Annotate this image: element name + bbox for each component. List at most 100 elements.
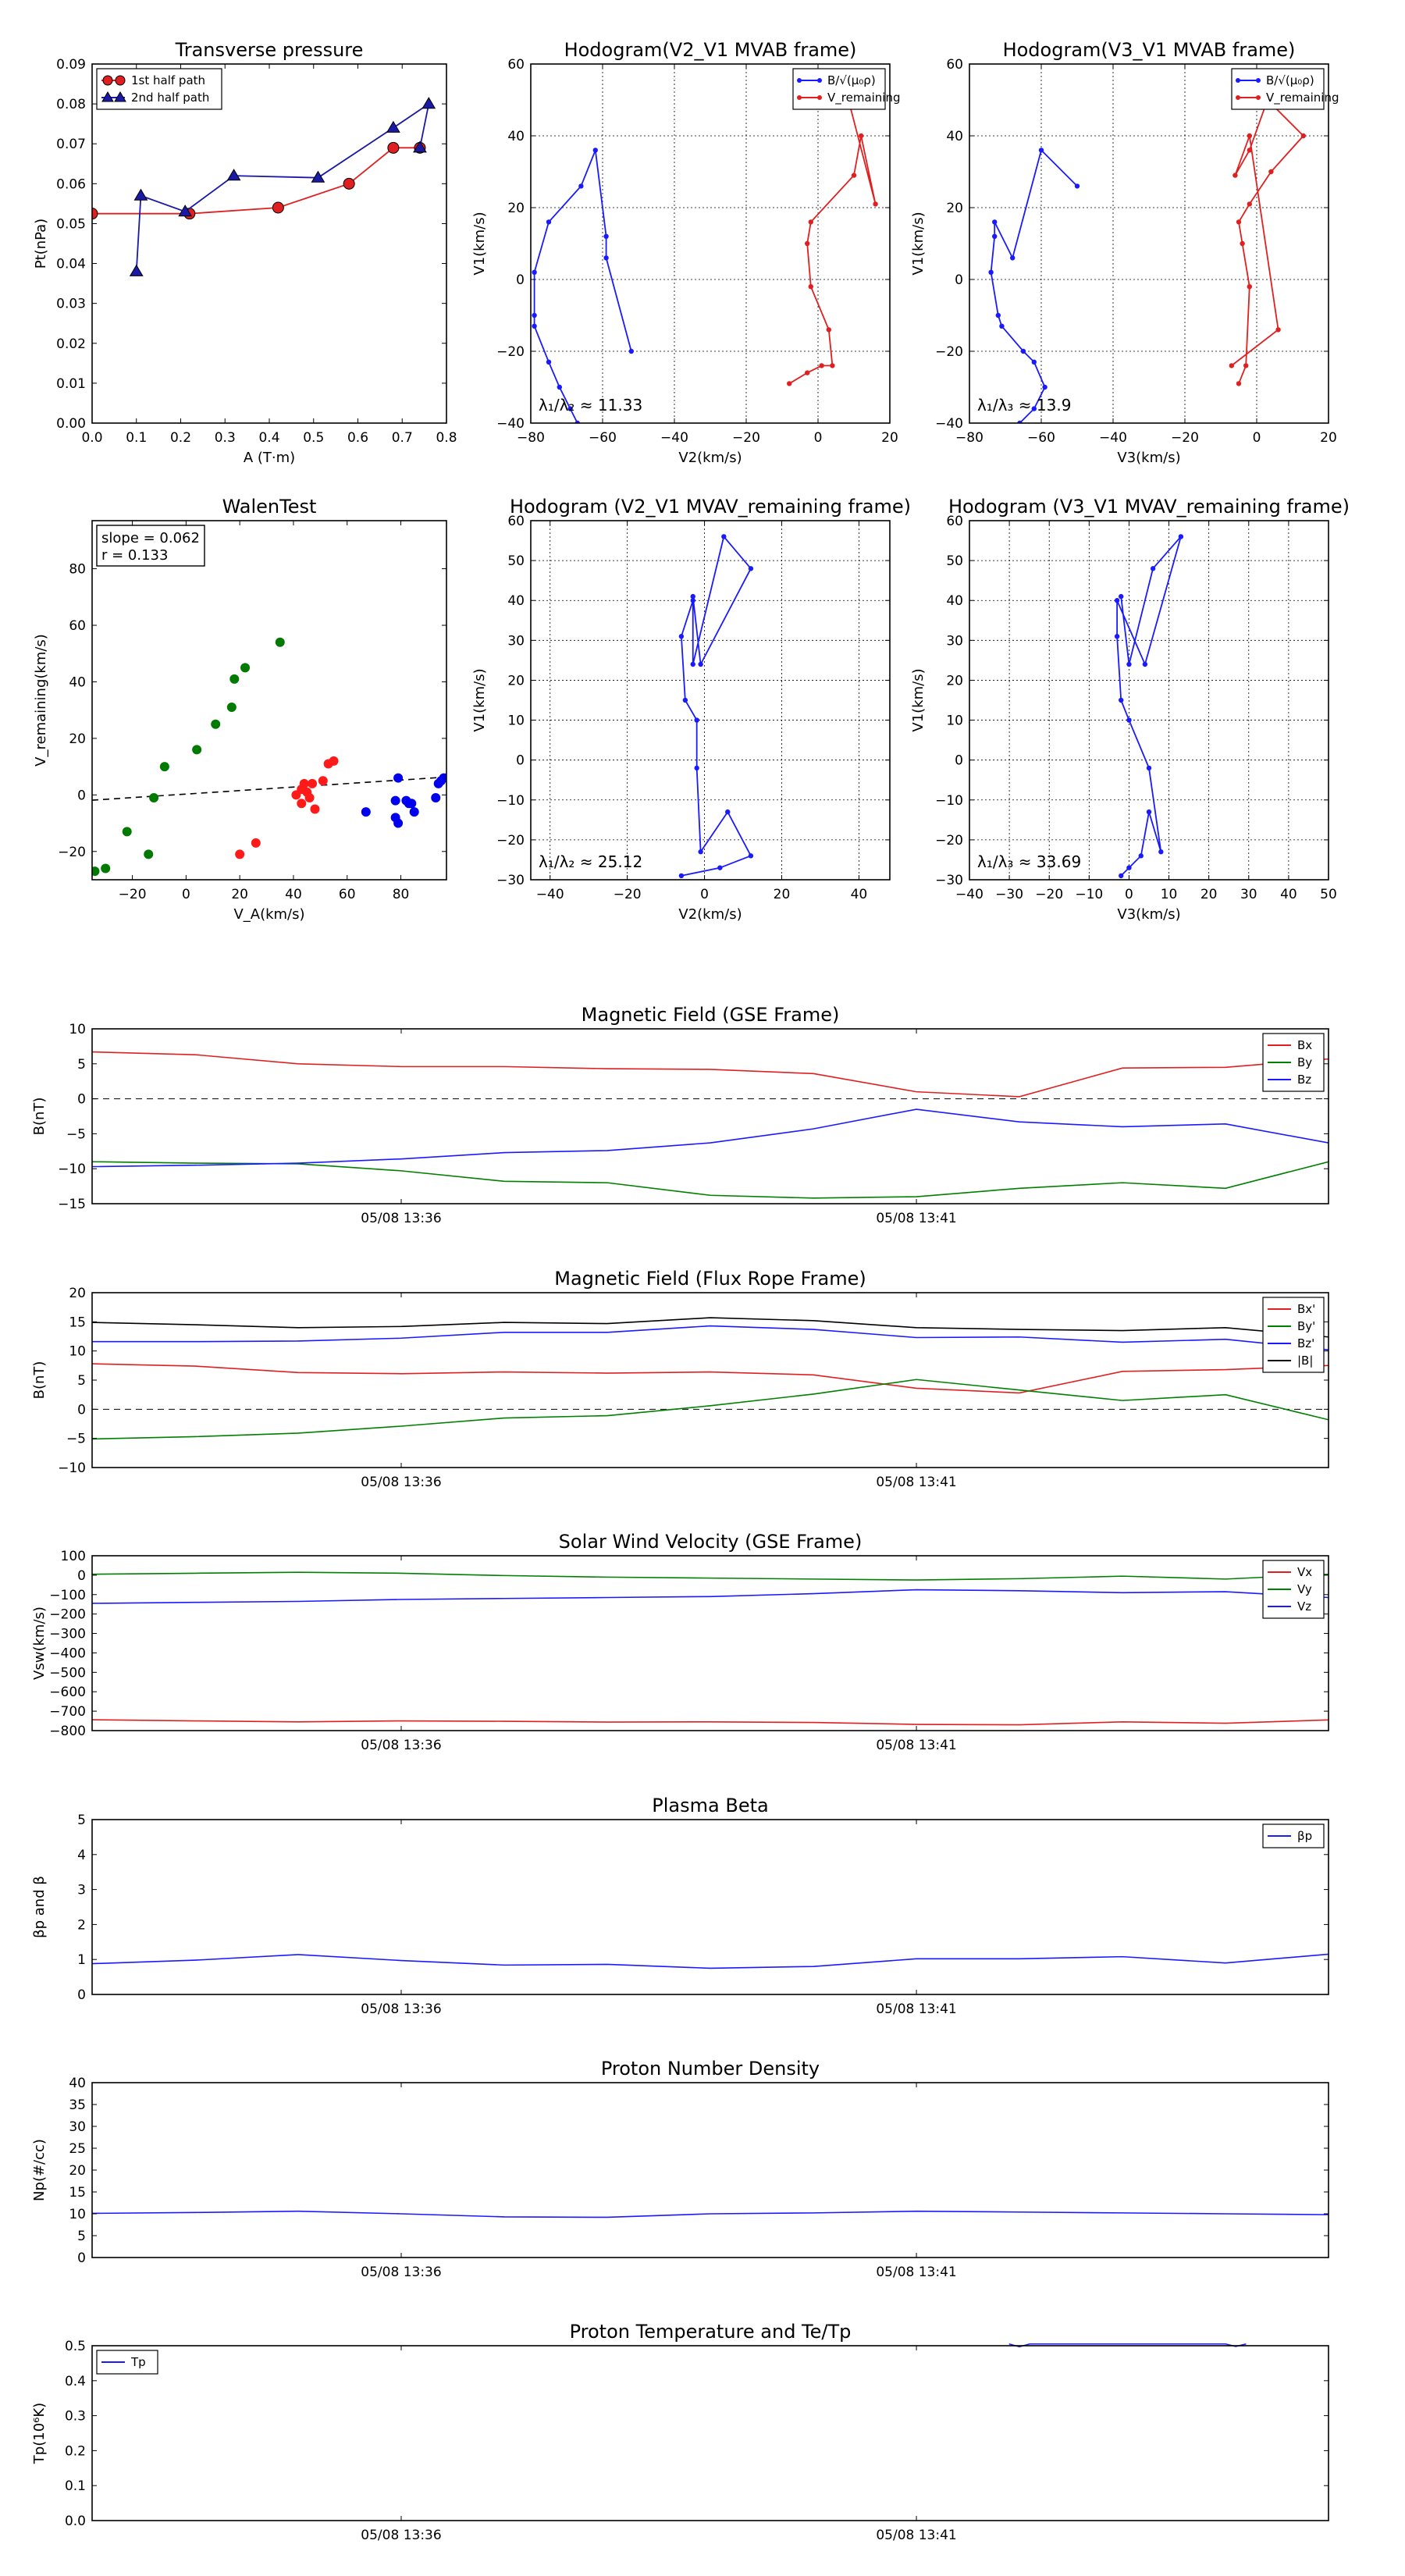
series-line [92, 1108, 1329, 1168]
legend-label: Bz [1297, 1073, 1311, 1087]
y-tick-label: 20 [69, 731, 86, 747]
x-tick-label: 0 [700, 887, 709, 902]
chart-title: Proton Number Density [601, 2058, 820, 2080]
data-point [698, 849, 703, 855]
data-point [310, 804, 320, 814]
data-point [1236, 381, 1242, 386]
ratio-annotation: λ₁/λ₃ ≈ 13.9 [977, 396, 1071, 415]
time-tick-label: 05/08 13:36 [361, 1211, 441, 1226]
series-hodo_v3_mvab-1 [1229, 97, 1307, 386]
legend-label: By [1297, 1055, 1312, 1069]
y-tick-label: 2 [77, 1917, 86, 1933]
legend-label: Vy [1297, 1582, 1312, 1596]
x-tick-label: 0 [814, 430, 823, 446]
chart-hodo_v2_mvav: −30 −20 −10 0 10 20 30 40 50 60 −40 −20 0 20 40 Hodogra… [471, 496, 911, 923]
ratio-annotation: λ₁/λ₃ ≈ 33.69 [977, 852, 1081, 871]
series-line [92, 1379, 1329, 1440]
data-point [992, 233, 998, 239]
data-point [1126, 865, 1132, 870]
plot-area [92, 521, 446, 880]
y-axis-label: B(nT) [31, 1361, 48, 1400]
plot-area [92, 1293, 1329, 1468]
y-tick-label: 10 [69, 2207, 86, 2222]
chart-title: WalenTest [222, 496, 317, 518]
chart-title: Hodogram(V2_V1 MVAB frame) [564, 39, 857, 61]
x-tick-label: 0.8 [436, 430, 457, 446]
data-point [859, 133, 864, 139]
chart-title: Magnetic Field (GSE Frame) [582, 1004, 840, 1026]
x-axis-label: V3(km/s) [1117, 906, 1180, 923]
data-point [995, 312, 1001, 318]
data-point [999, 323, 1005, 329]
data-point [226, 169, 241, 181]
legend: B/√(μ₀ρ) V_remaining [792, 68, 901, 110]
legend-label: Vz [1297, 1599, 1311, 1614]
data-point [308, 778, 318, 788]
x-tick-label: −20 [1171, 430, 1199, 446]
data-point [819, 363, 824, 368]
y-tick-label: 0 [77, 1568, 86, 1584]
x-tick-label: −40 [660, 430, 688, 446]
data-point [422, 97, 436, 109]
data-point [748, 853, 754, 859]
data-point [851, 173, 857, 178]
plot-area [969, 64, 1329, 423]
y-tick-label: 30 [507, 633, 525, 649]
series-mag_fr-1 [92, 1379, 1329, 1440]
data-point [698, 661, 703, 667]
y-tick-label: −40 [935, 416, 963, 432]
y-tick-label: 0.09 [56, 57, 86, 73]
y-tick-label: −200 [49, 1607, 86, 1623]
data-point [275, 637, 285, 647]
y-tick-label: 40 [69, 674, 86, 690]
data-point [304, 792, 315, 802]
y-tick-label: 0.04 [56, 257, 86, 272]
y-axis-label: V1(km/s) [910, 212, 927, 275]
y-tick-label: −800 [49, 1724, 86, 1739]
x-tick-label: 0.6 [347, 430, 368, 446]
x-tick-label: 0 [1125, 887, 1133, 902]
plot-frame [530, 63, 891, 424]
time-tick-label: 05/08 13:36 [361, 1475, 441, 1490]
plot-frame [530, 520, 891, 881]
legend-marker [817, 78, 822, 83]
y-tick-label: −30 [496, 873, 525, 888]
x-tick-label: −20 [614, 887, 642, 902]
y-tick-label: 0.03 [56, 297, 86, 312]
data-point [808, 284, 814, 290]
y-tick-label: −20 [496, 833, 525, 849]
legend: Bx' By' Bz' |B| [1262, 1297, 1325, 1373]
time-tick-label: 05/08 13:41 [876, 1475, 956, 1490]
y-tick-label: 35 [69, 2097, 86, 2113]
y-axis-label: V_remaining(km/s) [33, 634, 49, 767]
data-point [329, 756, 339, 766]
x-tick-label: 30 [1240, 887, 1257, 902]
data-point [409, 807, 419, 817]
data-point [557, 384, 562, 390]
y-tick-label: −30 [935, 873, 963, 888]
legend-label: B/√(μ₀ρ) [1266, 73, 1314, 87]
chart-title: Solar Wind Velocity (GSE Frame) [559, 1531, 863, 1553]
x-tick-label: −80 [955, 430, 984, 446]
plot-frame [91, 1555, 1329, 1731]
x-tick-label: 0 [182, 887, 190, 902]
y-tick-label: 0 [77, 1092, 86, 1108]
chart-hodo_v2_mvab: −40 −20 0 20 40 60 −80 −60 −40 −20 0 20 Hodogram(V2_… [471, 39, 901, 466]
x-tick-label: 20 [881, 430, 898, 446]
chart-hodo_v3_mvab: −40 −20 0 20 40 60 −80 −60 −40 −20 0 20 Hodogram(V3_… [910, 39, 1339, 466]
x-tick-label: −20 [1035, 887, 1063, 902]
x-tick-label: −80 [517, 430, 545, 446]
data-point [830, 363, 835, 368]
legend: βp [1262, 1823, 1325, 1848]
data-point [192, 745, 202, 755]
data-point [1138, 853, 1144, 859]
y-tick-label: 0 [77, 2250, 86, 2266]
legend-marker [797, 95, 802, 100]
data-point [805, 240, 810, 247]
y-tick-label: 0.08 [56, 97, 86, 112]
data-point [211, 719, 221, 729]
data-point [387, 141, 400, 154]
data-point [682, 697, 688, 703]
ratio-annotation: λ₁/λ₂ ≈ 11.33 [539, 396, 642, 415]
chart-mag_fr: −10 −5 0 5 10 15 20 05/08 13:36 05/08 13:41 Magne… [31, 1268, 1329, 1490]
